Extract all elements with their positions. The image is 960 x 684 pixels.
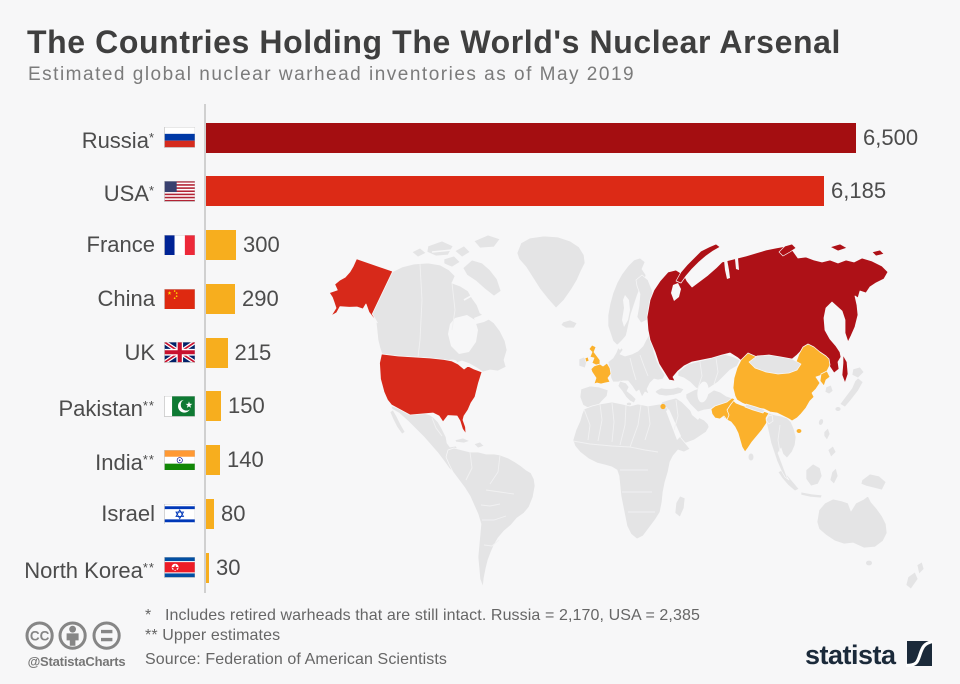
svg-text:statista: statista bbox=[805, 640, 897, 668]
svg-text:CC: CC bbox=[30, 629, 50, 644]
